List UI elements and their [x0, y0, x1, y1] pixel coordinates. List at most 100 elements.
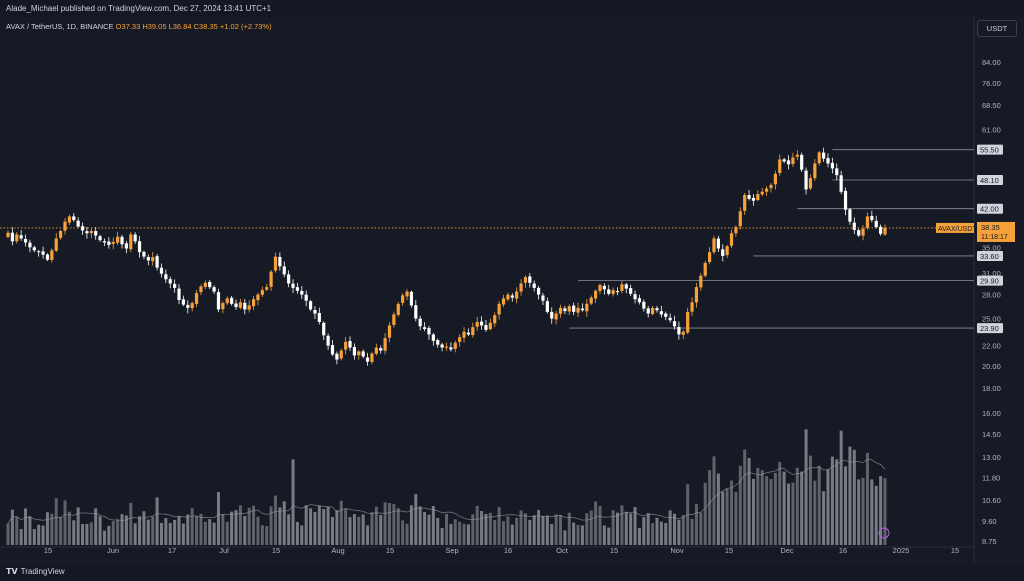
time-tick-label: 16 — [504, 546, 512, 555]
candle-body — [620, 284, 624, 292]
volume-bar — [484, 513, 488, 545]
candle-body — [466, 332, 471, 335]
volume-bar — [6, 523, 10, 545]
price-tick-label: 28.00 — [982, 291, 1001, 300]
candlestick-chart[interactable]: 96.0084.0076.0068.5061.0055.5048.1042.00… — [0, 17, 1024, 564]
candle-body — [159, 267, 164, 274]
candle-body — [769, 184, 773, 189]
volume-bar — [646, 513, 650, 545]
volume-bar — [787, 483, 791, 545]
volume-bar — [712, 456, 716, 545]
candle-body — [633, 294, 637, 300]
chart-area[interactable]: 96.0084.0076.0068.5061.0055.5048.1042.00… — [0, 17, 1024, 564]
candle-body — [756, 194, 760, 200]
volume-bar — [537, 509, 541, 545]
candle-body — [874, 220, 878, 228]
volume-bar — [401, 520, 405, 545]
candle-body — [326, 335, 330, 346]
candle-body — [532, 283, 536, 288]
time-tick-label: Sep — [445, 546, 458, 555]
volume-bar — [751, 478, 755, 545]
candle-body — [743, 195, 747, 211]
candle-body — [791, 157, 795, 165]
candle-body — [120, 236, 124, 245]
volume-bar — [883, 478, 887, 545]
price-tick-label: 84.00 — [982, 58, 1001, 67]
candle-body — [72, 216, 76, 221]
candle-body — [607, 289, 611, 294]
candle-body — [449, 347, 453, 350]
volume-bar — [664, 522, 668, 545]
candle-body — [699, 275, 703, 288]
candle-body — [729, 233, 734, 246]
volume-bar — [629, 513, 633, 545]
candle-body — [642, 301, 646, 309]
candle-body — [401, 295, 405, 303]
candle-body — [865, 216, 870, 228]
candle-body — [668, 317, 672, 321]
time-tick-label: 15 — [951, 546, 959, 555]
volume-bar — [124, 515, 128, 545]
candle-body — [365, 357, 370, 362]
candle-body — [624, 284, 628, 289]
candle-body — [37, 251, 41, 253]
volume-bar — [611, 510, 615, 545]
volume-bar — [379, 515, 383, 545]
price-tick-label: 20.00 — [982, 362, 1001, 371]
candle-body — [89, 231, 93, 234]
candle-body — [664, 313, 668, 317]
candle-body — [528, 276, 532, 283]
candle-body — [50, 250, 54, 260]
level-price-box — [977, 323, 1003, 334]
volume-bar — [572, 522, 576, 545]
candle-body — [230, 297, 234, 304]
volume-bar — [295, 521, 299, 545]
volume-bar — [54, 498, 58, 545]
candle-body — [550, 311, 554, 319]
candle-body — [28, 242, 32, 248]
volume-bar — [216, 492, 220, 545]
volume-bar — [72, 520, 76, 545]
candle-body — [374, 347, 378, 354]
volume-bar — [594, 501, 598, 545]
volume-bar — [708, 470, 712, 545]
volume-bar — [458, 521, 462, 545]
level-price-label: 33.60 — [980, 252, 999, 261]
volume-bar — [703, 482, 707, 545]
candle-body — [870, 216, 874, 221]
volume-bar — [15, 516, 19, 545]
volume-bar — [830, 456, 834, 545]
volume-bar — [808, 455, 812, 545]
currency-button[interactable]: USDT — [977, 20, 1017, 37]
candle-body — [440, 344, 444, 348]
candle-body — [256, 294, 260, 301]
volume-bar — [773, 472, 777, 545]
level-price-label: 23.90 — [980, 324, 999, 333]
time-tick-label: 15 — [610, 546, 618, 555]
candle-body — [580, 308, 585, 311]
countdown-label: 11:18:17 — [981, 234, 1008, 241]
candle-body — [427, 327, 431, 335]
candle-body — [85, 231, 89, 234]
volume-bar — [339, 500, 343, 545]
volume-bar — [480, 511, 484, 545]
volume-bar — [861, 477, 865, 545]
symbol-tag-label: AVAX/USDT — [938, 226, 977, 233]
volume-bar — [269, 506, 273, 545]
candle-body — [313, 309, 317, 314]
volume-bar — [462, 523, 466, 545]
time-tick-label: 15 — [725, 546, 733, 555]
candle-body — [857, 230, 861, 236]
volume-bar — [493, 520, 497, 545]
last-price-label: 38.35 — [981, 223, 1000, 232]
volume-bar — [199, 513, 203, 545]
candle-body — [734, 227, 738, 234]
volume-bar — [510, 524, 514, 545]
candle-body — [260, 290, 264, 295]
volume-bar — [32, 529, 36, 545]
volume-bar — [813, 480, 817, 545]
volume-bar — [10, 509, 14, 545]
candle-body — [203, 282, 207, 287]
price-tick-label: 35.00 — [982, 243, 1001, 252]
volume-bar — [694, 503, 698, 545]
